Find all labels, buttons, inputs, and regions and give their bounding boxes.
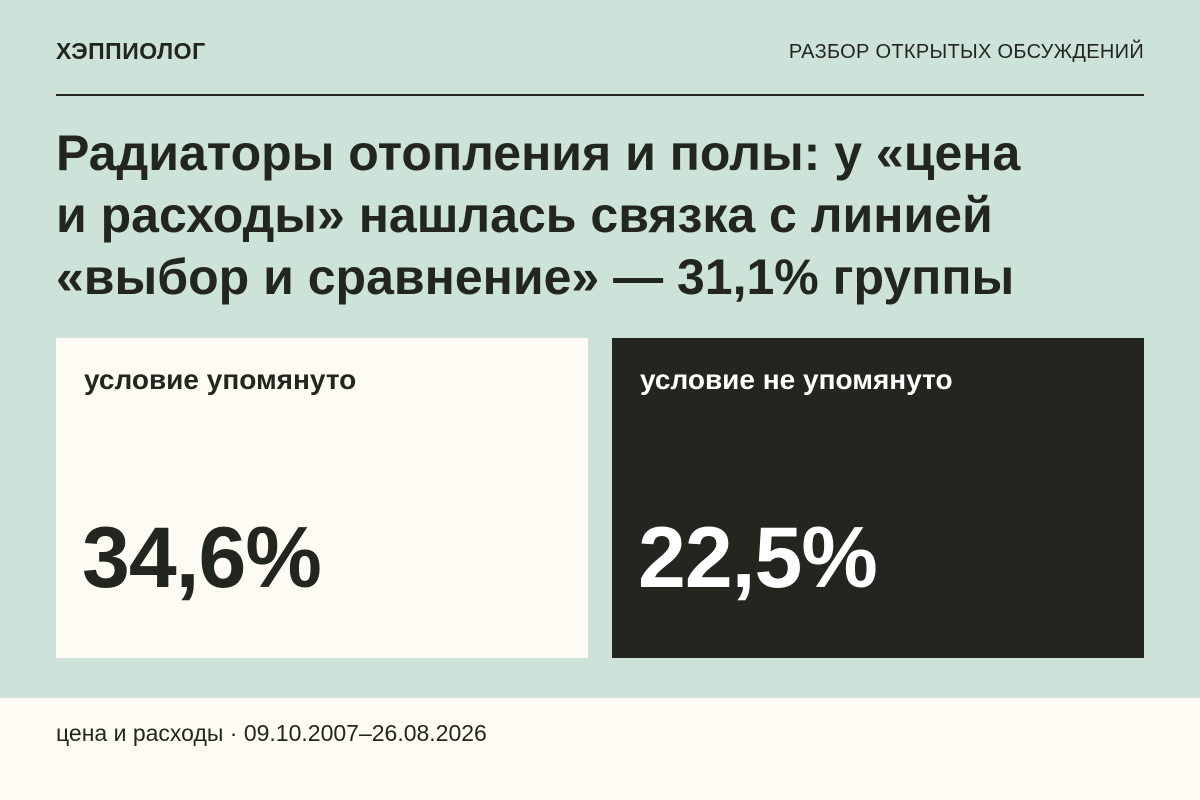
stat-card-label: условие упомянуто [84,364,357,395]
footer: цена и расходы · 09.10.2007–26.08.2026 [0,698,1200,800]
headline: Радиаторы отопления и полы: у «цена и ра… [56,122,1156,308]
headline-line-2: и расходы» нашлась связка с линией [56,187,993,243]
headline-line-1: Радиаторы отопления и полы: у «цена [56,125,1021,181]
stat-card-value: 34,6% [82,510,322,606]
stat-card-value: 22,5% [638,510,878,606]
stat-card-mentioned: условие упомянуто 34,6% [56,338,588,658]
headline-line-3: «выбор и сравнение» — 31,1% группы [56,249,1015,305]
brand-logo-text: ХЭППИОЛОГ [56,38,206,64]
stat-card-not-mentioned: условие не упомянуто 22,5% [612,338,1144,658]
section-label: РАЗБОР ОТКРЫТЫХ ОБСУЖДЕНИЙ [788,41,1144,63]
header: ХЭППИОЛОГ РАЗБОР ОТКРЫТЫХ ОБСУЖДЕНИЙ [56,36,1144,96]
stat-card-label: условие не упомянуто [640,364,953,395]
footer-caption: цена и расходы · 09.10.2007–26.08.2026 [56,720,487,746]
